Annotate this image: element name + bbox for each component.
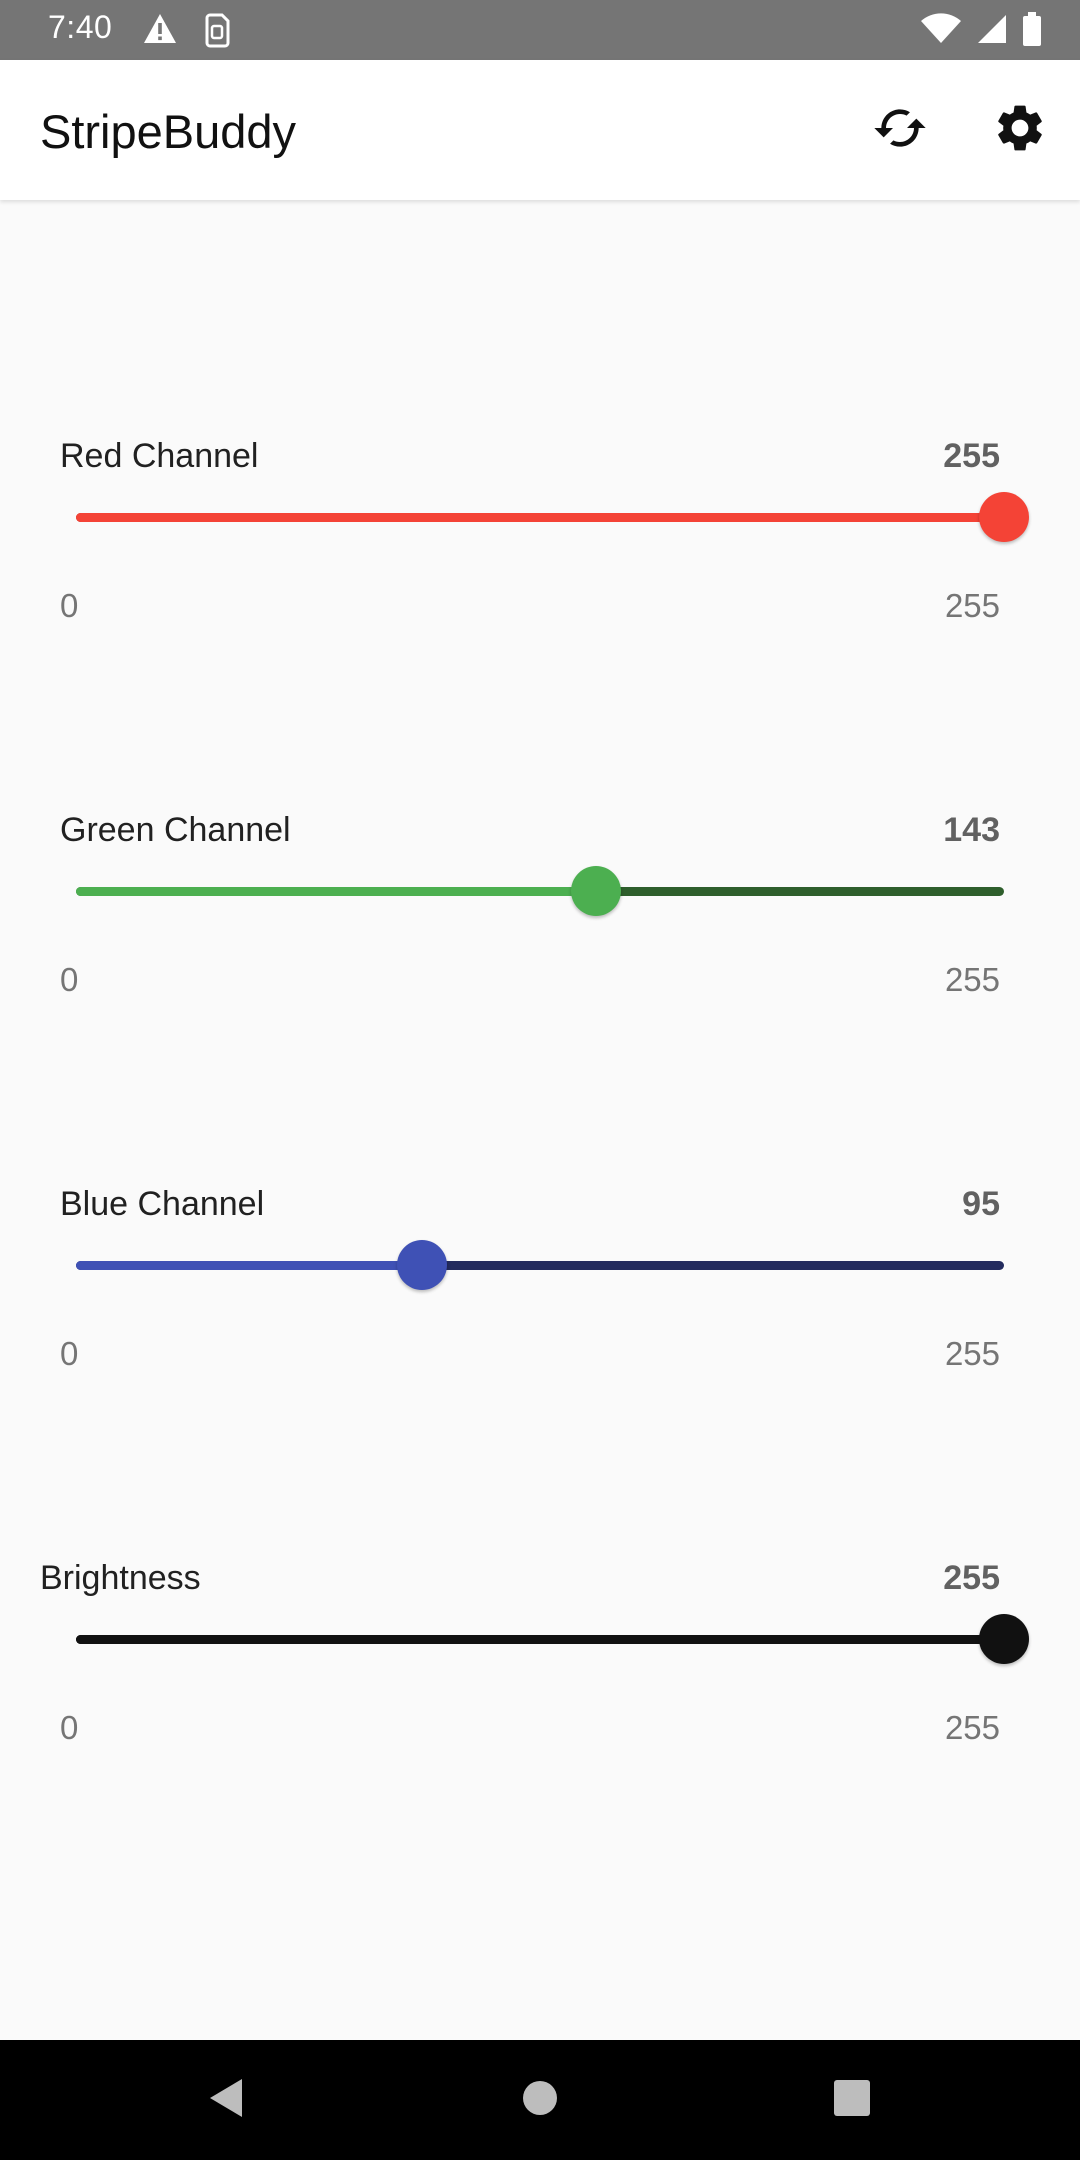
- app-bar: StripeBuddy: [0, 60, 1080, 200]
- slider-label: Brightness: [40, 1559, 201, 1597]
- navigation-bar: [0, 2040, 1080, 2160]
- home-icon: [520, 2078, 560, 2123]
- slider-value: 255: [943, 1559, 1000, 1597]
- slider-max-label: 255: [944, 961, 1000, 998]
- battery-icon: [1022, 12, 1042, 51]
- slider-section-green: Green Channel 143 0 255: [0, 811, 1080, 1031]
- slider-thumb[interactable]: [979, 492, 1029, 542]
- home-button[interactable]: [480, 2040, 600, 2160]
- signal-icon: [976, 13, 1008, 50]
- slider-active-track: [76, 887, 597, 896]
- slider-max-label: 255: [944, 1709, 1000, 1746]
- status-time: 7:40: [48, 9, 113, 45]
- slider-label: Green Channel: [60, 811, 291, 849]
- back-button[interactable]: [166, 2040, 286, 2160]
- slider-section-blue: Blue Channel 95 0 255: [0, 1185, 1080, 1405]
- brightness-slider[interactable]: [76, 1614, 1029, 1664]
- settings-button[interactable]: [988, 98, 1052, 162]
- slider-section-red: Red Channel 255 0 255: [0, 437, 1080, 657]
- slider-min-label: 0: [60, 587, 79, 624]
- back-icon: [206, 2076, 246, 2125]
- slider-section-brightness: Brightness 255 0 255: [0, 1559, 1080, 1779]
- slider-active-track: [76, 513, 1004, 522]
- green-channel-slider[interactable]: [76, 866, 1004, 916]
- status-icons-left: [142, 12, 232, 53]
- settings-gear-icon: [992, 100, 1048, 161]
- status-icons-right: [920, 12, 1042, 51]
- slider-min-label: 0: [60, 1335, 79, 1372]
- blue-channel-slider[interactable]: [76, 1240, 1004, 1290]
- slider-value: 95: [962, 1185, 1000, 1223]
- sim-card-icon: [202, 12, 232, 53]
- slider-label: Red Channel: [60, 437, 259, 475]
- slider-thumb[interactable]: [396, 1240, 447, 1290]
- slider-active-track: [76, 1635, 1004, 1644]
- slider-active-track: [76, 1261, 422, 1270]
- slider-min-label: 0: [60, 961, 79, 998]
- recents-icon: [832, 2078, 872, 2123]
- slider-min-label: 0: [60, 1709, 79, 1746]
- slider-value: 143: [943, 811, 1000, 849]
- sync-button[interactable]: [868, 98, 932, 162]
- slider-max-label: 255: [944, 587, 1000, 624]
- slider-label: Blue Channel: [60, 1185, 265, 1223]
- slider-value: 255: [943, 437, 1000, 475]
- slider-max-label: 255: [944, 1335, 1000, 1372]
- recents-button[interactable]: [792, 2040, 912, 2160]
- red-channel-slider[interactable]: [76, 492, 1029, 542]
- alert-icon: [142, 12, 178, 53]
- sync-icon: [872, 100, 928, 161]
- status-bar: 7:40: [0, 0, 1080, 60]
- wifi-icon: [920, 13, 962, 50]
- slider-thumb[interactable]: [571, 866, 622, 916]
- app-title: StripeBuddy: [40, 105, 297, 158]
- slider-thumb[interactable]: [979, 1614, 1029, 1664]
